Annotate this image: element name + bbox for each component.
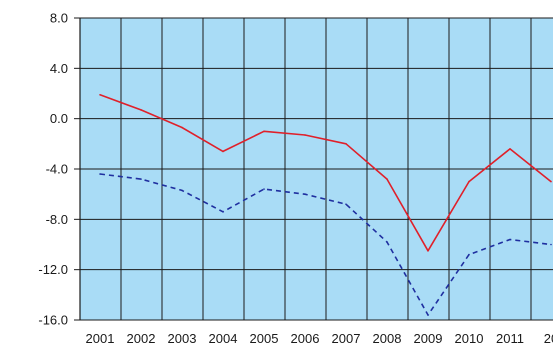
series-1-point bbox=[140, 109, 142, 111]
x-tick-label: 2010 bbox=[455, 331, 484, 346]
x-tick-label: 2008 bbox=[373, 331, 402, 346]
series-1-point bbox=[427, 250, 429, 252]
y-tick-label: -4.0 bbox=[46, 162, 68, 177]
y-tick-label: 0.0 bbox=[50, 111, 68, 126]
x-tick-label: 2007 bbox=[332, 331, 361, 346]
y-tick-label: -12.0 bbox=[38, 262, 68, 277]
x-tick-label: 20 bbox=[544, 331, 553, 346]
series-1-point bbox=[304, 134, 306, 136]
x-tick-label: 2001 bbox=[86, 331, 115, 346]
series-2-point bbox=[427, 314, 429, 316]
y-tick-label: 8.0 bbox=[50, 11, 68, 26]
series-2-point bbox=[386, 241, 388, 243]
x-tick-label: 2005 bbox=[250, 331, 279, 346]
x-axis-ticks: 2001 2002 2003 2004 2005 2006 2007 2008 2009 2010… bbox=[86, 331, 553, 346]
series-line-2 bbox=[99, 173, 552, 316]
series-1-point bbox=[99, 94, 101, 96]
series-2-point bbox=[550, 243, 552, 246]
y-axis-ticks: 8.0 4.0 0.0 -4.0 -8.0 -12.0 -16.0 bbox=[38, 11, 80, 328]
series-2-point bbox=[140, 178, 142, 180]
series-1-point bbox=[386, 178, 388, 180]
series-1-point bbox=[222, 150, 224, 153]
series-1-point bbox=[509, 148, 511, 150]
series-line-1 bbox=[99, 94, 552, 252]
x-tick-label: 2006 bbox=[291, 331, 320, 346]
x-tick-label: 2009 bbox=[414, 331, 443, 346]
y-tick-label: -16.0 bbox=[38, 313, 68, 328]
y-tick-label: 4.0 bbox=[50, 61, 68, 76]
x-tick-label: 2004 bbox=[209, 331, 238, 346]
series-2-point bbox=[304, 193, 306, 195]
series-lines bbox=[99, 94, 552, 316]
x-tick-label: 2011 bbox=[496, 331, 524, 346]
series-1-point bbox=[550, 180, 552, 183]
series-2-point bbox=[345, 203, 347, 205]
x-tick-label: 2003 bbox=[168, 331, 197, 346]
series-2-point bbox=[181, 189, 183, 192]
x-tick-label: 2002 bbox=[127, 331, 156, 346]
y-tick-label: -8.0 bbox=[46, 212, 68, 227]
series-2-point bbox=[509, 238, 511, 241]
series-1-point bbox=[181, 126, 183, 129]
series-2-point bbox=[222, 211, 224, 213]
series-2-point bbox=[468, 253, 470, 256]
series-1-point bbox=[263, 130, 265, 133]
series-2-point bbox=[263, 188, 265, 190]
series-1-point bbox=[468, 180, 470, 183]
series-2-point bbox=[99, 173, 101, 175]
series-1-point bbox=[345, 143, 347, 145]
